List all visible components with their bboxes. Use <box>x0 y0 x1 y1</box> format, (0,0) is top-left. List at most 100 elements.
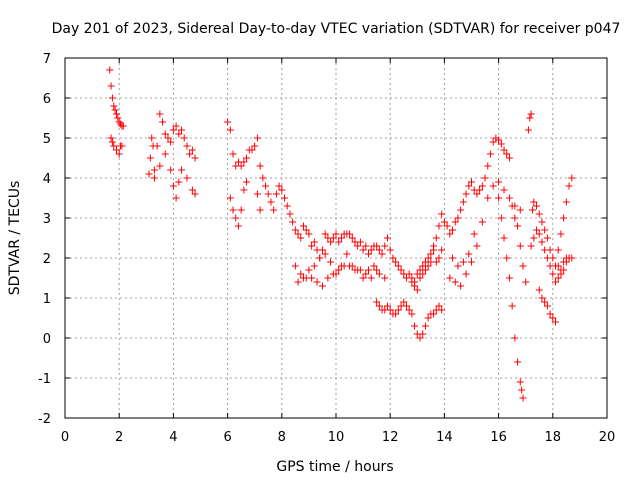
data-point <box>118 142 126 150</box>
data-point <box>167 166 175 174</box>
data-point <box>308 274 316 282</box>
data-point <box>446 230 454 238</box>
data-point <box>107 82 115 90</box>
data-point <box>500 234 508 242</box>
data-point <box>183 142 191 150</box>
data-point <box>427 258 435 266</box>
data-point <box>538 218 546 226</box>
y-tick-label: 6 <box>43 92 51 107</box>
data-point <box>310 238 318 246</box>
data-point <box>283 202 291 210</box>
data-point <box>435 302 443 310</box>
data-point <box>476 186 484 194</box>
data-point <box>224 118 232 126</box>
y-tick-label: 2 <box>43 252 51 267</box>
data-point <box>264 190 272 198</box>
y-tick-label: -1 <box>38 372 51 387</box>
data-point <box>386 306 394 314</box>
data-point <box>481 174 489 182</box>
data-point <box>535 210 543 218</box>
data-point <box>291 226 299 234</box>
data-point <box>392 258 400 266</box>
data-point <box>527 242 535 250</box>
data-point <box>526 114 534 122</box>
y-axis-label: SDTVAR / TECUs <box>7 181 23 296</box>
data-point <box>327 238 335 246</box>
data-point <box>543 254 551 262</box>
data-point <box>267 198 275 206</box>
data-point <box>562 258 570 266</box>
data-point <box>505 194 513 202</box>
data-point <box>400 298 408 306</box>
data-point <box>446 274 454 282</box>
data-point <box>394 262 402 270</box>
data-point <box>568 174 576 182</box>
data-point <box>175 178 183 186</box>
data-point <box>115 150 123 158</box>
data-point <box>486 150 494 158</box>
data-point <box>443 222 451 230</box>
data-point <box>454 214 462 222</box>
data-point <box>462 270 470 278</box>
data-point <box>240 186 248 194</box>
data-point <box>508 202 516 210</box>
data-point <box>381 274 389 282</box>
data-point <box>473 242 481 250</box>
data-point <box>440 218 448 226</box>
data-point <box>232 214 240 222</box>
data-point <box>375 270 383 278</box>
data-point <box>226 126 234 134</box>
data-point <box>153 142 161 150</box>
data-point <box>119 122 127 130</box>
data-point <box>169 126 177 134</box>
data-point <box>305 230 313 238</box>
data-point <box>375 246 383 254</box>
data-point <box>310 262 318 270</box>
data-point <box>565 182 573 190</box>
data-point <box>278 186 286 194</box>
data-point <box>511 334 519 342</box>
data-point <box>302 226 310 234</box>
data-point <box>318 282 326 290</box>
x-tick-label: 20 <box>599 430 616 445</box>
data-point <box>114 114 122 122</box>
data-point <box>451 218 459 226</box>
data-point <box>256 162 264 170</box>
data-point <box>191 154 199 162</box>
data-point <box>557 270 565 278</box>
y-tick-label: 1 <box>43 292 51 307</box>
data-point <box>191 190 199 198</box>
data-point <box>359 246 367 254</box>
data-point <box>413 286 421 294</box>
data-point <box>430 310 438 318</box>
data-point <box>362 270 370 278</box>
x-tick-label: 16 <box>490 430 507 445</box>
data-point <box>234 222 242 230</box>
data-point <box>367 246 375 254</box>
data-point <box>156 110 164 118</box>
data-point <box>503 150 511 158</box>
data-point <box>108 138 116 146</box>
data-point <box>289 218 297 226</box>
data-point <box>294 230 302 238</box>
data-point <box>321 250 329 258</box>
data-point <box>459 258 467 266</box>
data-point <box>337 262 345 270</box>
data-point <box>497 140 505 148</box>
data-point <box>411 282 419 290</box>
data-point <box>541 246 549 254</box>
data-point <box>335 238 343 246</box>
data-point <box>432 234 440 242</box>
data-point <box>348 262 356 270</box>
data-point <box>299 222 307 230</box>
data-point <box>375 302 383 310</box>
data-point <box>435 254 443 262</box>
data-point <box>530 198 538 206</box>
data-point <box>538 238 546 246</box>
data-point <box>112 146 120 154</box>
data-point <box>465 182 473 190</box>
data-point <box>552 278 560 286</box>
data-point <box>516 206 524 214</box>
data-point <box>546 262 554 270</box>
data-point <box>541 226 549 234</box>
